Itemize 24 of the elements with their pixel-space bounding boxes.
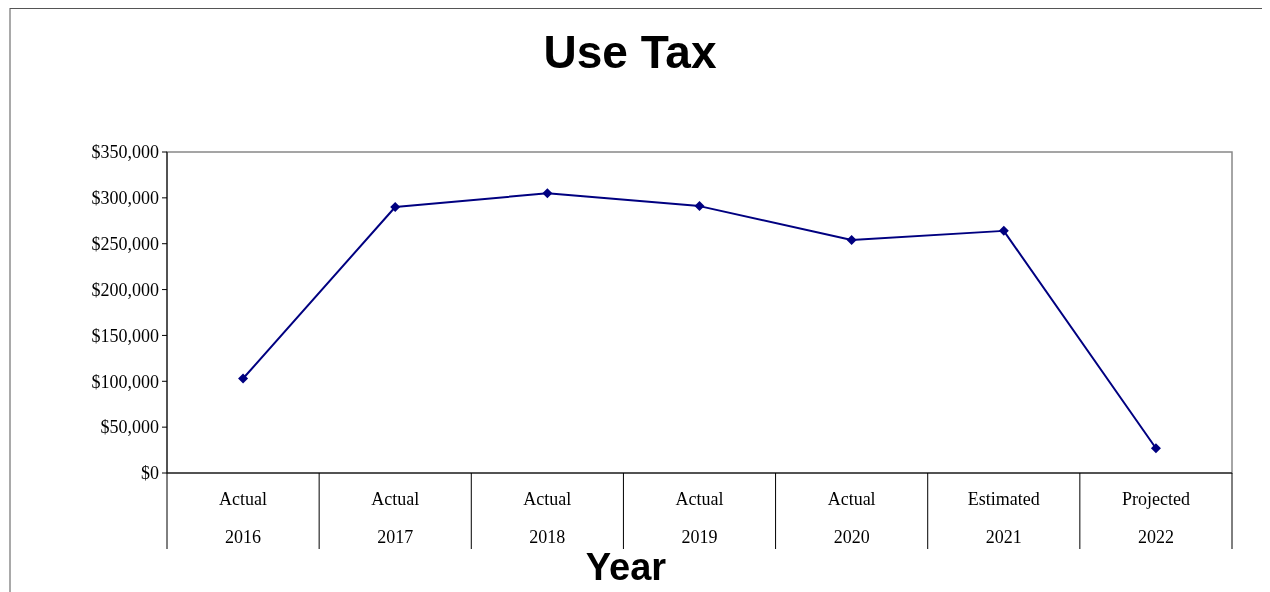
y-tick-label: $150,000 <box>91 325 159 346</box>
x-tick-label: Actual 2017 <box>371 489 420 547</box>
y-tick-label: $50,000 <box>100 417 159 438</box>
x-tick-label: Actual 2018 <box>523 489 572 547</box>
point <box>998 225 1009 236</box>
y-tick-label: $250,000 <box>91 234 159 255</box>
point <box>846 235 857 246</box>
point <box>1150 443 1161 454</box>
y-tick-label: $0 <box>141 463 159 484</box>
x-axis-title: Year <box>585 546 667 588</box>
y-tick-label: $300,000 <box>91 188 159 209</box>
y-tick-label: $200,000 <box>91 279 159 300</box>
point <box>542 188 553 199</box>
x-tick-label: Estimated 2021 <box>967 489 1040 547</box>
y-tick-label: $350,000 <box>91 142 159 163</box>
point <box>238 373 249 384</box>
x-tick-label: Actual 2020 <box>827 489 876 547</box>
x-tick-label: Actual 2016 <box>219 489 268 547</box>
chart-title: Use Tax <box>543 26 717 78</box>
x-tick-label: Projected 2022 <box>1121 489 1190 547</box>
point <box>694 201 705 212</box>
point <box>390 202 401 213</box>
y-tick-label: $100,000 <box>91 371 159 392</box>
x-tick-label: Actual 2019 <box>675 489 724 547</box>
